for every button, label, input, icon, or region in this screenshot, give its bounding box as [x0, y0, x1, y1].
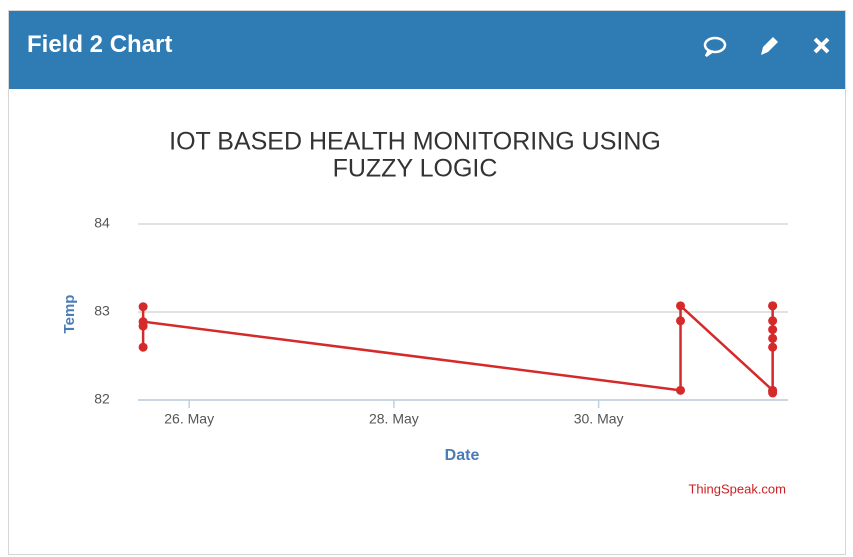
data-point: [676, 385, 686, 395]
data-point: [138, 342, 148, 352]
credit: ThingSpeak.com: [688, 481, 786, 496]
chart-title: FUZZY LOGIC: [333, 155, 498, 183]
data-point: [768, 342, 778, 352]
data-point: [768, 301, 778, 311]
data-point: [768, 325, 778, 335]
data-point: [676, 301, 686, 311]
y-axis-label: Temp: [61, 295, 78, 334]
data-point: [138, 317, 148, 327]
comment-icon[interactable]: [703, 36, 727, 58]
x-tick-label: 26. May: [164, 411, 214, 427]
widget-header: Field 2 Chart: [9, 11, 845, 89]
x-tick-label: 30. May: [574, 411, 624, 427]
data-point: [768, 316, 778, 326]
close-icon[interactable]: [813, 37, 830, 54]
y-tick-label: 84: [94, 215, 110, 231]
widget-title: Field 2 Chart: [27, 31, 173, 58]
y-tick-label: 82: [94, 391, 110, 407]
widget: Field 2 Chart: [8, 10, 846, 555]
y-tick-label: 83: [94, 303, 110, 319]
data-point: [676, 316, 686, 326]
data-point: [138, 302, 148, 312]
data-point: [768, 388, 778, 398]
chart-title: IOT BASED HEALTH MONITORING USING: [169, 128, 661, 156]
x-tick-label: 28. May: [369, 411, 419, 427]
edit-icon[interactable]: [761, 37, 778, 55]
x-axis-label: Date: [445, 447, 480, 464]
data-point: [768, 333, 778, 343]
